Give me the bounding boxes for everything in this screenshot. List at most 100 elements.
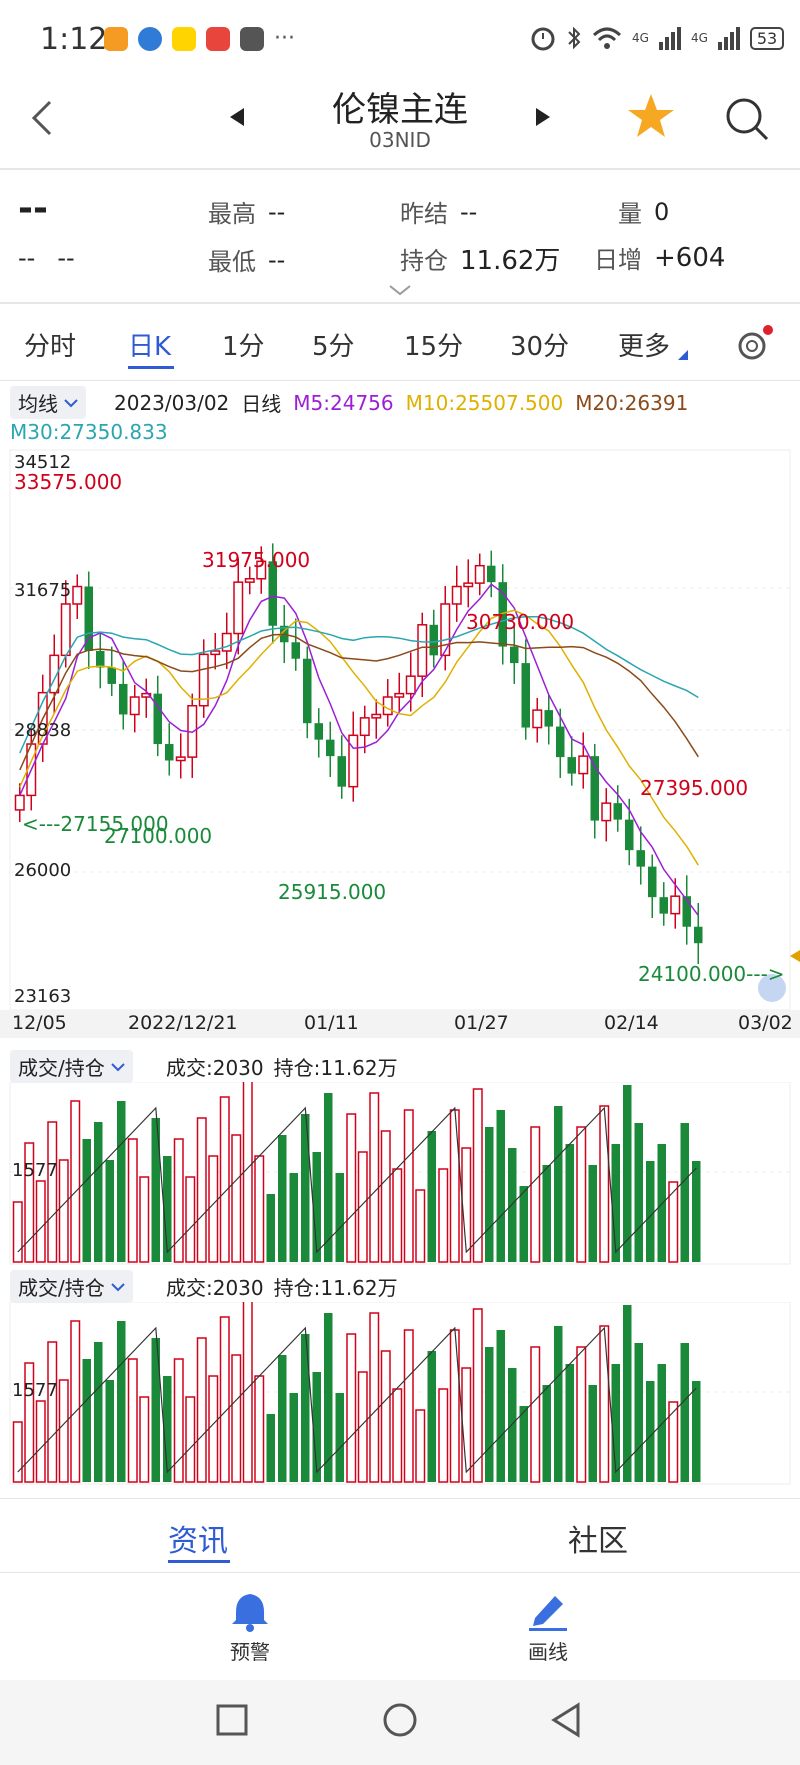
volume-bar (485, 1127, 494, 1262)
volume-bar (105, 1380, 114, 1482)
candle-body (141, 692, 152, 698)
volume-bar (127, 1138, 138, 1263)
sub-chart-1-selector-label: 成交/持仓 (18, 1056, 105, 1080)
tab-1min[interactable]: 1分 (222, 332, 265, 362)
y-tick-2: 31675 (14, 580, 72, 601)
latest-price-marker (790, 950, 800, 962)
candle-body (198, 653, 209, 707)
candle-body (556, 726, 565, 758)
volume-bar (312, 1152, 321, 1262)
header-divider (0, 168, 800, 170)
volume-bar (219, 1316, 230, 1483)
tab-30min[interactable]: 30分 (510, 332, 570, 362)
candle-body (601, 802, 612, 822)
volume-bar (657, 1364, 666, 1482)
x-tick-5: 02/14 (604, 1012, 659, 1034)
volume-bar (599, 1105, 610, 1263)
sub-chart-2-volume: 成交:2030 (166, 1276, 264, 1300)
volume-bar (70, 1100, 81, 1263)
tab-news[interactable]: 资讯 (168, 1524, 228, 1559)
volume-bars-1 (12, 1082, 701, 1263)
volume-bar (105, 1160, 114, 1262)
daily-change-field: 日增 +604 (594, 240, 725, 275)
candle-body (210, 650, 221, 656)
sub-chart-1-tick: 1577 (12, 1160, 58, 1181)
open-interest-line-2 (17, 1326, 697, 1474)
tab-daily-k[interactable]: 日K (128, 332, 172, 362)
fullscreen-icon[interactable] (758, 974, 786, 1002)
volume-bar (357, 1151, 368, 1263)
volume-bar (117, 1101, 126, 1262)
volume-bar (335, 1393, 344, 1482)
candle-body (72, 585, 83, 605)
volume-bar (565, 1144, 574, 1262)
recent-apps-icon[interactable] (216, 1704, 248, 1736)
prev-settle-field: 昨结 -- (400, 194, 477, 229)
volume-bar (151, 1118, 160, 1262)
low-field: 最低 -- (208, 242, 285, 277)
tab-15min[interactable]: 15分 (404, 332, 464, 362)
volume-bar (185, 1176, 196, 1263)
volume-bar (231, 1134, 242, 1263)
volume-bar (380, 1130, 391, 1263)
volume-oi-chart-2[interactable] (0, 1302, 800, 1486)
tab-timeshare[interactable]: 分时 (24, 332, 77, 362)
sub-chart-2-selector[interactable]: 成交/持仓 (10, 1270, 133, 1303)
search-icon[interactable] (724, 96, 770, 142)
prev-settle-value: -- (460, 197, 478, 226)
volume-oi-chart-1[interactable] (0, 1082, 800, 1266)
volume-bar (634, 1343, 643, 1482)
sub-chart-1-selector[interactable]: 成交/持仓 (10, 1050, 133, 1083)
volume-bar (24, 1362, 35, 1483)
favorite-star-icon[interactable] (626, 92, 676, 140)
x-tick-1: 12/05 (12, 1012, 67, 1034)
volume-bar (58, 1159, 69, 1263)
volume-bar (496, 1110, 505, 1262)
last-price: -- (18, 188, 48, 229)
ma10-line (19, 609, 699, 866)
candle-body (14, 794, 25, 811)
alert-button[interactable]: 预警 (222, 1590, 278, 1665)
tab-community[interactable]: 社区 (568, 1524, 628, 1559)
volume-label: 量 (618, 200, 642, 228)
next-contract-icon[interactable] (534, 106, 552, 128)
volume-bar (127, 1358, 138, 1483)
status-time: 1:12 (40, 22, 108, 57)
volume-bar (173, 1358, 184, 1483)
draw-line-button[interactable]: 画线 (520, 1590, 576, 1665)
volume-bar (485, 1347, 494, 1482)
expand-chevron-icon[interactable] (388, 284, 412, 296)
ma-selector[interactable]: 均线 (10, 386, 86, 419)
tab-5min[interactable]: 5分 (312, 332, 355, 362)
back-icon[interactable] (28, 98, 58, 138)
volume-bar (346, 1113, 357, 1263)
kline-chart[interactable] (0, 448, 800, 1048)
candle-body (659, 897, 668, 914)
volume-bar (634, 1123, 643, 1262)
notification-icons: ··· (104, 26, 295, 51)
candle-body (165, 744, 174, 761)
ma30-value: M30:27350.833 (10, 420, 168, 444)
x-tick-6: 03/02 (738, 1012, 793, 1034)
home-icon[interactable] (382, 1702, 418, 1738)
prev-contract-icon[interactable] (228, 106, 246, 128)
volume-bar (47, 1121, 58, 1263)
back-nav-icon[interactable] (550, 1702, 582, 1738)
candle-body (487, 565, 496, 583)
volume-bar (12, 1201, 23, 1263)
volume-bar (508, 1148, 517, 1262)
network-4g-label-2: 4G (690, 31, 708, 45)
volume-bar (554, 1326, 563, 1482)
tab-more[interactable]: 更多 (618, 332, 671, 362)
volume-bar (58, 1379, 69, 1483)
settings-gear-icon[interactable] (734, 322, 778, 366)
volume-bar (139, 1396, 150, 1483)
news-tab-indicator (168, 1560, 230, 1563)
ma-lines (19, 583, 699, 916)
volume-bar (266, 1194, 275, 1262)
sub-chart-2-tick: 1577 (12, 1380, 58, 1401)
annotation-high-4: 27395.000 (640, 776, 749, 800)
candle-body (291, 642, 300, 659)
contract-code: 03NID (369, 128, 431, 152)
ma20-value: M20:26391 (575, 390, 689, 415)
